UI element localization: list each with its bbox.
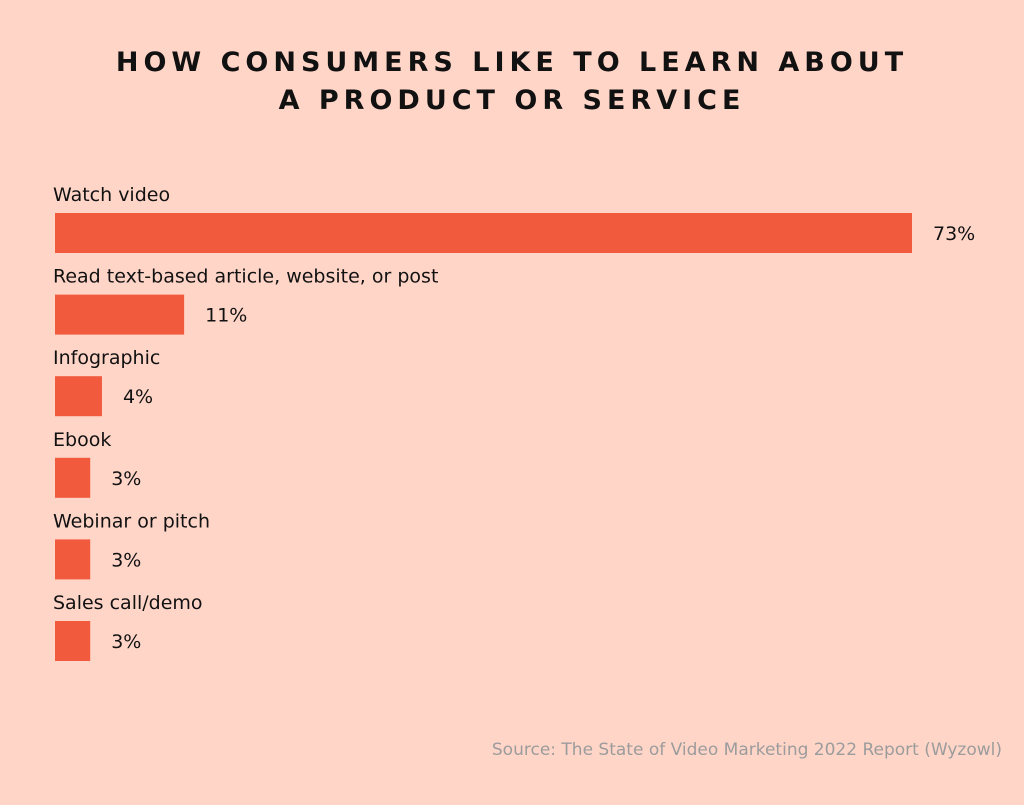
bar: [55, 294, 185, 335]
chart-title-line-2: A PRODUCT OR SERVICE: [278, 85, 746, 116]
source-note: Source: The State of Video Marketing 202…: [491, 740, 1002, 760]
bar: [55, 213, 912, 253]
value-label: 11%: [205, 305, 247, 327]
bar-chart: Watch video 73% Read text-based article, w…: [53, 184, 975, 661]
value-label: 3%: [111, 631, 141, 653]
bar: [55, 457, 91, 498]
category-label: Sales call/demo: [53, 592, 203, 614]
category-label: Ebook: [53, 429, 111, 451]
value-label: 3%: [111, 549, 141, 571]
bar: [55, 621, 91, 661]
value-label: 73%: [933, 223, 975, 245]
category-label: Watch video: [53, 184, 170, 206]
chart-title-line-1: HOW CONSUMERS LIKE TO LEARN ABOUT: [115, 47, 909, 78]
value-label: 4%: [123, 386, 153, 408]
bar: [55, 539, 91, 580]
category-label: Webinar or pitch: [53, 510, 210, 532]
chart-title: HOW CONSUMERS LIKE TO LEARN ABOUT A PROD…: [0, 44, 1024, 120]
value-label: 3%: [111, 468, 141, 490]
category-label: Infographic: [53, 347, 160, 369]
category-label: Read text-based article, website, or pos…: [53, 266, 438, 288]
bar: [55, 376, 102, 417]
